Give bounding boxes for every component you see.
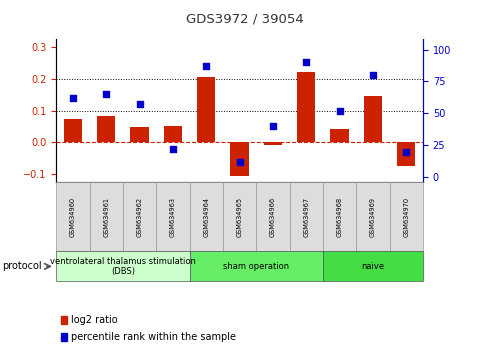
Text: log2 ratio: log2 ratio <box>71 315 118 325</box>
Bar <box>330 129 348 143</box>
Point <box>102 91 110 97</box>
Point <box>69 95 77 101</box>
Point <box>202 63 210 69</box>
Bar <box>396 143 415 166</box>
Text: percentile rank within the sample: percentile rank within the sample <box>71 332 236 342</box>
Text: GSM634964: GSM634964 <box>203 197 209 237</box>
Bar <box>297 72 315 143</box>
Point <box>368 72 376 78</box>
Bar <box>363 96 381 143</box>
Text: ventrolateral thalamus stimulation
(DBS): ventrolateral thalamus stimulation (DBS) <box>50 257 196 276</box>
Text: GSM634969: GSM634969 <box>369 197 375 237</box>
Bar <box>230 143 248 176</box>
Point <box>302 59 309 65</box>
Bar <box>197 77 215 143</box>
Text: naive: naive <box>361 262 384 271</box>
Text: GSM634960: GSM634960 <box>70 197 76 237</box>
Bar <box>97 116 115 143</box>
Point <box>235 159 243 165</box>
Text: GDS3972 / 39054: GDS3972 / 39054 <box>185 12 303 25</box>
Point <box>402 149 409 154</box>
Bar <box>263 143 282 145</box>
Text: GSM634965: GSM634965 <box>236 197 242 237</box>
Text: GSM634963: GSM634963 <box>170 197 176 237</box>
Text: GSM634962: GSM634962 <box>136 197 142 237</box>
Text: GSM634966: GSM634966 <box>269 197 275 237</box>
Text: GSM634961: GSM634961 <box>103 197 109 237</box>
Point <box>335 108 343 114</box>
Point <box>268 123 276 129</box>
Point <box>135 102 143 107</box>
Text: protocol: protocol <box>2 261 42 272</box>
Bar <box>163 126 182 143</box>
Bar <box>130 127 148 143</box>
Text: GSM634970: GSM634970 <box>403 197 408 237</box>
Point <box>169 146 177 152</box>
Text: GSM634968: GSM634968 <box>336 197 342 237</box>
Bar <box>63 119 82 143</box>
Text: GSM634967: GSM634967 <box>303 197 308 237</box>
Text: sham operation: sham operation <box>223 262 289 271</box>
